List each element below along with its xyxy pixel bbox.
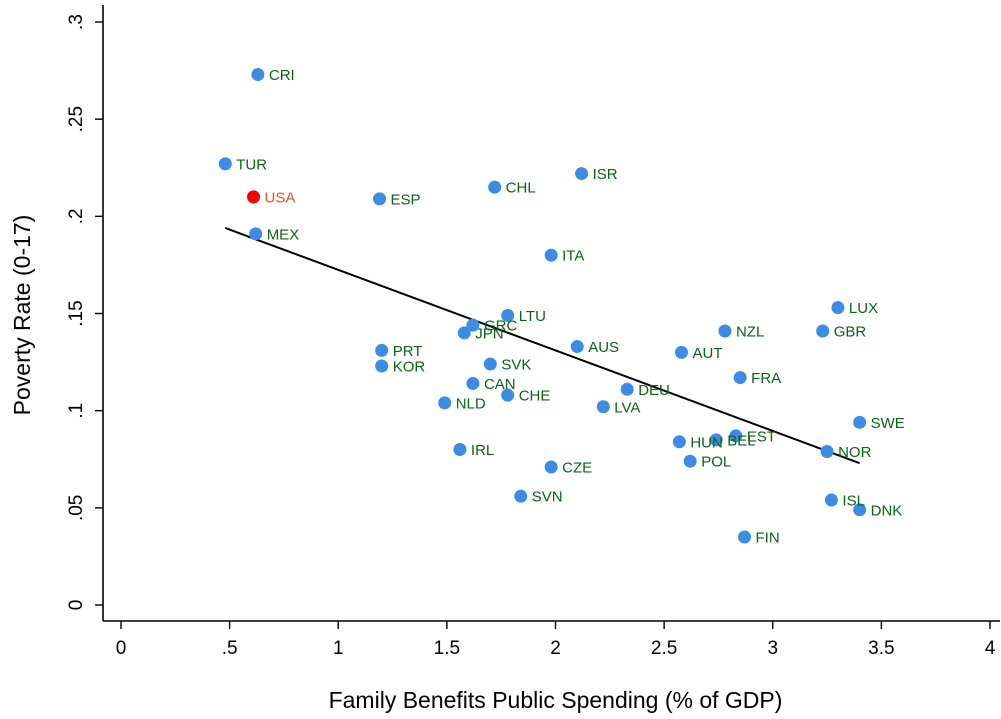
data-point-chl	[488, 180, 502, 194]
data-point-fra	[733, 371, 747, 385]
y-tick-label: .15	[66, 300, 87, 326]
data-label-can: CAN	[484, 376, 516, 393]
y-tick-label: 0	[66, 600, 87, 611]
data-label-pol: POL	[701, 454, 731, 471]
data-label-irl: IRL	[471, 442, 494, 459]
data-point-mex	[249, 227, 263, 241]
data-label-lux: LUX	[849, 300, 878, 317]
data-point-ita	[544, 248, 558, 262]
data-label-chl: CHL	[506, 180, 536, 197]
x-tick-label: 2	[550, 638, 561, 659]
data-label-lva: LVA	[614, 399, 640, 416]
data-label-bel: BEL	[727, 432, 755, 449]
x-tick-label: 1	[333, 638, 344, 659]
data-label-jpn: JPN	[475, 325, 503, 342]
data-label-nor: NOR	[838, 444, 872, 461]
data-label-swe: SWE	[871, 415, 905, 432]
data-label-isl: ISL	[842, 493, 865, 510]
data-point-svk	[483, 357, 497, 371]
fit-line	[224, 227, 860, 465]
data-point-fin	[738, 530, 752, 544]
data-label-grc: GRC	[484, 318, 518, 335]
data-label-hun: HUN	[690, 434, 723, 451]
data-point-lux	[831, 301, 845, 315]
y-tick-label: .25	[66, 106, 87, 132]
data-label-gbr: GBR	[834, 323, 867, 340]
data-label-svn: SVN	[532, 489, 563, 506]
x-tick-label: 3.5	[868, 638, 894, 659]
x-tick-label: 4	[985, 638, 996, 659]
data-point-isl	[824, 493, 838, 507]
data-point-esp	[373, 192, 387, 206]
data-label-usa: USA	[265, 189, 296, 206]
data-point-can	[466, 376, 480, 390]
data-point-bel	[709, 433, 723, 447]
data-point-usa	[247, 190, 261, 204]
data-label-kor: KOR	[393, 358, 426, 375]
data-label-tur: TUR	[236, 156, 267, 173]
data-label-ltu: LTU	[519, 308, 546, 325]
x-tick-label: 2.5	[651, 638, 677, 659]
data-point-nld	[438, 396, 452, 410]
data-point-grc	[466, 318, 480, 332]
y-tick-label: .2	[66, 208, 87, 224]
points-layer	[218, 67, 867, 544]
data-point-aut	[675, 345, 689, 359]
x-tick-label: 1.5	[434, 638, 460, 659]
data-point-kor	[375, 359, 389, 373]
data-point-ltu	[501, 308, 515, 322]
data-point-est	[729, 429, 743, 443]
x-axis-title: Family Benefits Public Spending (% of GD…	[329, 687, 783, 713]
data-label-est: EST	[747, 428, 776, 445]
data-point-jpn	[457, 326, 471, 340]
fit-line-layer	[224, 227, 860, 465]
data-point-nzl	[718, 324, 732, 338]
data-label-nzl: NZL	[736, 323, 764, 340]
data-point-aus	[570, 340, 584, 354]
data-label-che: CHE	[519, 388, 551, 405]
data-point-nor	[820, 444, 834, 458]
data-point-hun	[672, 435, 686, 449]
x-tick-label: 0	[116, 638, 127, 659]
y-tick-label: .1	[66, 403, 87, 419]
data-label-ita: ITA	[562, 248, 584, 265]
data-label-mex: MEX	[267, 226, 300, 243]
data-label-nld: NLD	[456, 395, 486, 412]
data-point-che	[501, 388, 515, 402]
data-point-svn	[514, 489, 528, 503]
data-label-prt: PRT	[393, 343, 423, 360]
data-label-dnk: DNK	[871, 502, 903, 519]
data-label-fra: FRA	[751, 370, 781, 387]
y-axis-title: Poverty Rate (0-17)	[9, 215, 35, 416]
x-tick-label: 3	[767, 638, 778, 659]
data-point-gbr	[816, 324, 830, 338]
data-label-cze: CZE	[562, 460, 592, 477]
x-tick-label: .5	[222, 638, 238, 659]
data-point-deu	[620, 382, 634, 396]
data-point-dnk	[853, 503, 867, 517]
data-point-cri	[251, 67, 265, 81]
data-label-fin: FIN	[756, 529, 780, 546]
data-label-isr: ISR	[593, 166, 618, 183]
data-label-aus: AUS	[588, 339, 619, 356]
data-point-swe	[853, 415, 867, 429]
axes: 0 .5 1 1.5 2 2.5 3 3.5 4 0 .05 .1 .15 .2 .25 .3	[66, 5, 1000, 659]
data-label-aut: AUT	[693, 345, 723, 362]
data-label-svk: SVK	[501, 357, 531, 374]
data-point-pol	[683, 454, 697, 468]
data-label-esp: ESP	[391, 191, 421, 208]
data-label-deu: DEU	[638, 382, 670, 399]
data-point-lva	[596, 400, 610, 414]
data-point-cze	[544, 460, 558, 474]
data-point-isr	[575, 167, 589, 181]
data-point-prt	[375, 343, 389, 357]
y-tick-label: .3	[66, 14, 87, 30]
y-tick-label: .05	[66, 495, 87, 521]
data-label-cri: CRI	[269, 67, 295, 84]
data-point-irl	[453, 443, 467, 457]
data-point-tur	[218, 157, 232, 171]
